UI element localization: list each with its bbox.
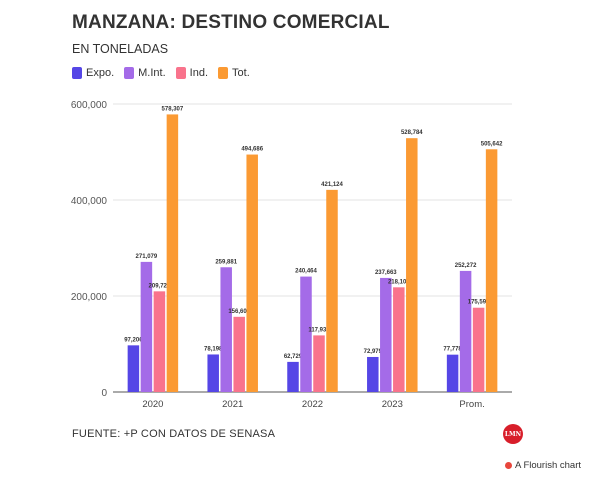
bar xyxy=(393,287,405,392)
bar xyxy=(380,277,392,392)
data-label: 72,979 xyxy=(364,349,383,355)
data-label: 271,079 xyxy=(136,254,158,260)
bar xyxy=(246,154,258,392)
legend: Expo. M.Int. Ind. Tot. xyxy=(72,67,250,79)
x-tick-label: 2021 xyxy=(222,399,243,410)
bar xyxy=(485,149,498,392)
bar xyxy=(233,316,245,392)
data-label: 259,881 xyxy=(215,259,237,265)
publisher-logo[interactable]: LMN xyxy=(503,424,523,444)
data-label: 62,729 xyxy=(284,354,303,360)
data-label: 78,198 xyxy=(204,346,223,352)
legend-item-ind[interactable]: Ind. xyxy=(175,67,209,79)
data-label: 237,663 xyxy=(375,270,397,276)
flourish-icon xyxy=(505,462,512,469)
bar xyxy=(166,114,179,392)
bar xyxy=(287,361,299,392)
data-label: 209,722 xyxy=(149,283,171,289)
legend-item-tot[interactable]: Tot. xyxy=(218,67,250,79)
bar xyxy=(367,356,379,392)
y-tick-label: 0 xyxy=(101,388,107,399)
data-label: 77,778 xyxy=(443,347,462,353)
data-label: 156,607 xyxy=(228,309,250,315)
x-tick-label: 2023 xyxy=(382,399,403,410)
legend-item-expo[interactable]: Expo. xyxy=(72,67,114,79)
x-tick-label: Prom. xyxy=(459,399,484,410)
data-label: 578,307 xyxy=(162,106,184,112)
x-tick-label: 2020 xyxy=(142,399,163,410)
bar xyxy=(220,267,232,392)
flourish-credit[interactable]: A Flourish chart xyxy=(505,460,581,471)
bar xyxy=(459,270,472,392)
bar xyxy=(127,345,140,392)
legend-label-mint: M.Int. xyxy=(138,67,166,79)
data-label: 97,206 xyxy=(124,337,143,343)
data-label: 505,642 xyxy=(481,141,503,147)
bar xyxy=(313,335,325,392)
bar xyxy=(153,291,166,392)
y-tick-label: 400,000 xyxy=(71,196,108,207)
bar xyxy=(472,307,485,392)
bar xyxy=(300,276,312,392)
source-note: FUENTE: +P CON DATOS DE SENASA xyxy=(72,428,276,440)
data-label: 528,784 xyxy=(401,130,423,136)
legend-swatch-expo xyxy=(72,67,82,79)
bar xyxy=(446,354,459,392)
legend-label-tot: Tot. xyxy=(232,67,250,79)
bar xyxy=(207,354,219,392)
legend-label-ind: Ind. xyxy=(189,67,209,79)
data-label: 117,931 xyxy=(308,327,330,333)
bar xyxy=(140,261,153,392)
data-label: 252,272 xyxy=(455,263,477,269)
legend-swatch-tot xyxy=(218,67,229,79)
bar xyxy=(326,189,338,392)
legend-swatch-ind xyxy=(175,67,186,79)
chart-title: MANZANA: DESTINO COMERCIAL xyxy=(72,12,390,33)
bar xyxy=(406,138,418,392)
data-label: 218,106 xyxy=(388,279,410,285)
legend-item-mint[interactable]: M.Int. xyxy=(124,67,166,79)
data-label: 421,124 xyxy=(321,182,343,188)
legend-swatch-mint xyxy=(124,67,135,79)
data-label: 240,464 xyxy=(295,269,317,275)
legend-label-expo: Expo. xyxy=(86,67,115,79)
data-label: 494,686 xyxy=(241,147,263,153)
data-label: 175,592 xyxy=(468,300,490,306)
flourish-credit-label: A Flourish chart xyxy=(515,460,581,471)
y-tick-label: 600,000 xyxy=(71,100,108,111)
chart-subtitle: EN TONELADAS xyxy=(72,42,169,56)
x-tick-label: 2022 xyxy=(302,399,323,410)
y-tick-label: 200,000 xyxy=(71,292,108,303)
